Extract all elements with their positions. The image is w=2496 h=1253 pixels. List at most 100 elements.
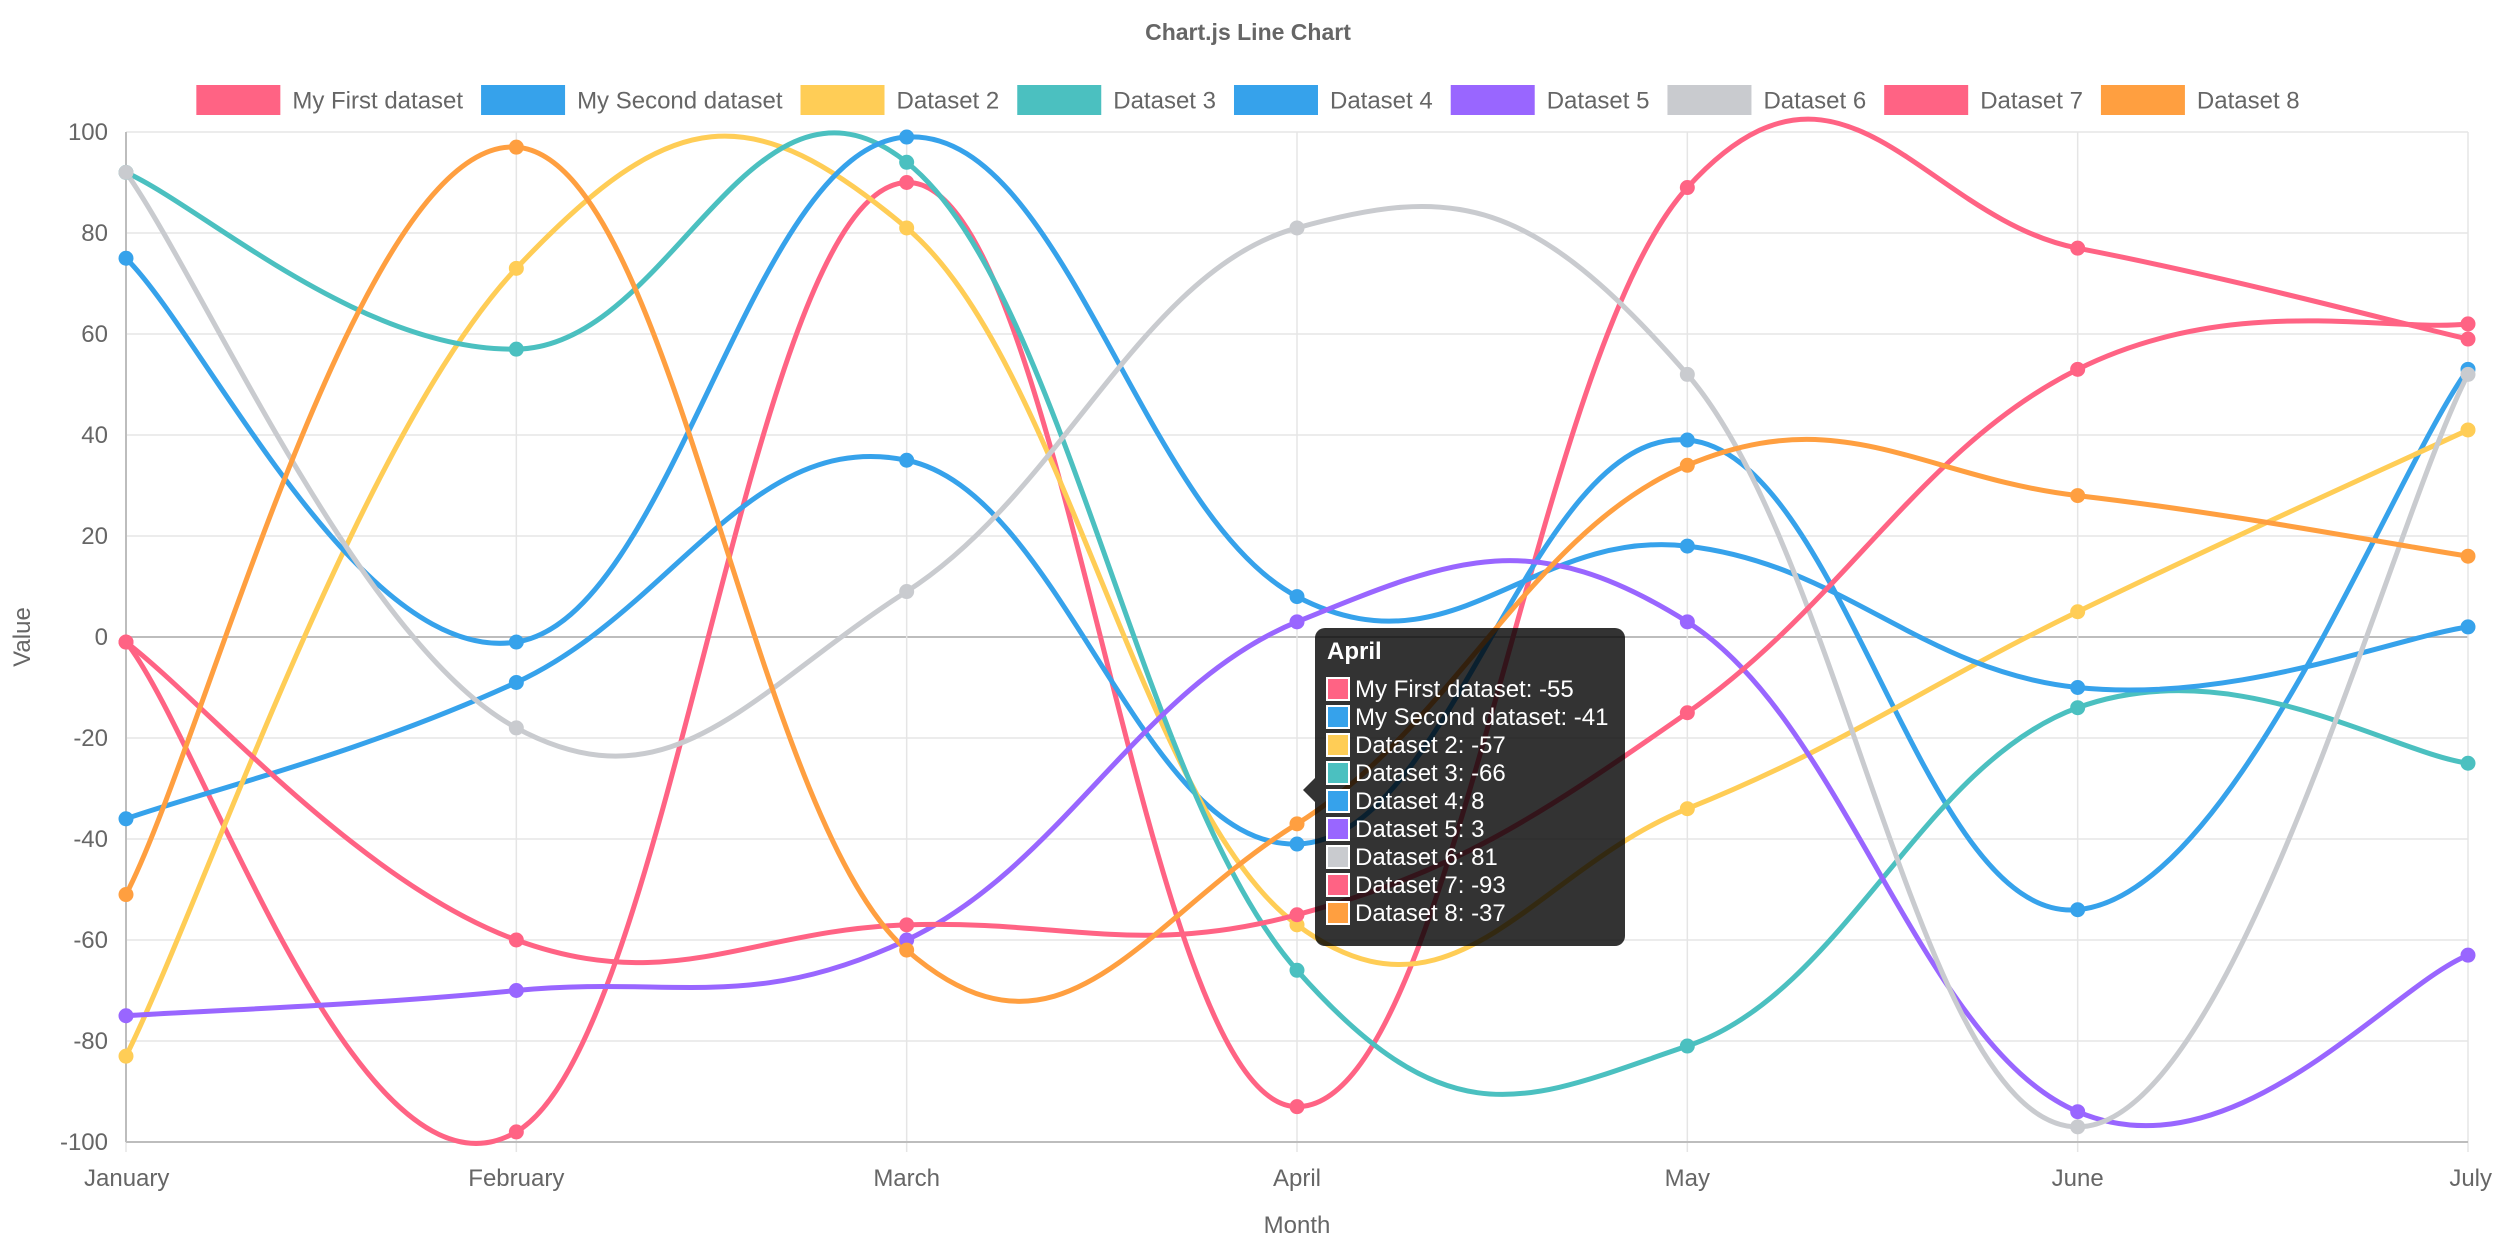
data-point[interactable]	[508, 720, 524, 736]
tooltip-caret	[1303, 778, 1315, 802]
data-point[interactable]	[1679, 1038, 1695, 1054]
data-point[interactable]	[118, 634, 134, 650]
data-point[interactable]	[2070, 488, 2086, 504]
tooltip-item: Dataset 7: -93	[1355, 872, 1506, 899]
data-point[interactable]	[118, 1008, 134, 1024]
data-point[interactable]	[1289, 614, 1305, 630]
tooltip-item: Dataset 8: -37	[1355, 900, 1506, 927]
data-point[interactable]	[1679, 457, 1695, 473]
y-tick-label: -80	[73, 1028, 108, 1055]
data-point[interactable]	[118, 250, 134, 266]
data-point[interactable]	[2460, 422, 2476, 438]
x-tick-label: January	[84, 1165, 169, 1192]
legend-item[interactable]: Dataset 8	[2100, 85, 2300, 115]
data-point[interactable]	[2460, 619, 2476, 635]
data-point[interactable]	[2070, 902, 2086, 918]
legend-item[interactable]: Dataset 7	[1884, 85, 2083, 115]
data-point[interactable]	[1289, 1099, 1305, 1115]
data-point[interactable]	[2460, 548, 2476, 564]
data-point[interactable]	[2070, 1119, 2086, 1135]
data-point[interactable]	[899, 917, 915, 933]
tooltip-swatch	[1326, 789, 1350, 813]
legend-swatch	[1450, 85, 1535, 115]
legend-swatch	[2100, 85, 2185, 115]
legend-swatch	[481, 85, 566, 115]
tooltip-background	[1315, 628, 1625, 946]
legend-item[interactable]: Dataset 6	[1667, 85, 1866, 115]
data-point[interactable]	[1289, 816, 1305, 832]
data-point[interactable]	[1289, 220, 1305, 236]
tooltip-title: April	[1327, 638, 1382, 665]
x-tick-label: March	[873, 1165, 940, 1192]
legend-label: Dataset 3	[1113, 87, 1216, 114]
legend-item[interactable]: Dataset 4	[1233, 85, 1433, 115]
data-point[interactable]	[899, 220, 915, 236]
data-point[interactable]	[508, 932, 524, 948]
data-point[interactable]	[1289, 589, 1305, 605]
legend-item[interactable]: Dataset 5	[1450, 85, 1650, 115]
data-point[interactable]	[508, 674, 524, 690]
data-point[interactable]	[2070, 240, 2086, 256]
data-point[interactable]	[2070, 680, 2086, 695]
data-point[interactable]	[508, 260, 524, 276]
legend-item[interactable]: Dataset 3	[1017, 85, 1216, 115]
data-point[interactable]	[1679, 432, 1695, 448]
tooltip-item: Dataset 6: 81	[1355, 844, 1498, 871]
data-point[interactable]	[2070, 361, 2086, 377]
data-point[interactable]	[899, 175, 915, 190]
legend-swatch	[800, 85, 885, 115]
data-point[interactable]	[899, 129, 915, 145]
y-tick-label: -100	[60, 1129, 108, 1156]
legend-item[interactable]: My Second dataset	[481, 85, 783, 115]
chart-title: Chart.js Line Chart	[1145, 19, 1351, 45]
data-point[interactable]	[2070, 700, 2086, 716]
legend-label: Dataset 7	[1980, 87, 2083, 114]
data-point[interactable]	[118, 1048, 134, 1064]
data-point[interactable]	[1289, 836, 1305, 852]
y-tick-label: -20	[73, 725, 108, 752]
data-point[interactable]	[2460, 316, 2476, 332]
data-point[interactable]	[508, 139, 524, 155]
data-point[interactable]	[1679, 614, 1695, 630]
data-point[interactable]	[2460, 947, 2476, 963]
data-point[interactable]	[508, 1124, 524, 1140]
data-point[interactable]	[2070, 604, 2086, 620]
y-tick-label: 100	[68, 119, 108, 146]
data-point[interactable]	[1289, 962, 1305, 978]
data-point[interactable]	[508, 341, 524, 357]
tooltip-swatch	[1326, 761, 1350, 785]
data-point[interactable]	[118, 811, 134, 827]
data-point[interactable]	[118, 887, 134, 903]
data-point[interactable]	[2070, 1104, 2086, 1120]
data-point[interactable]	[508, 634, 524, 650]
legend-item[interactable]: My First dataset	[196, 85, 463, 115]
x-tick-label: April	[1273, 1165, 1321, 1192]
data-point[interactable]	[1679, 538, 1695, 554]
data-point[interactable]	[1679, 705, 1695, 721]
data-point[interactable]	[899, 942, 915, 958]
data-point[interactable]	[1289, 907, 1305, 923]
data-point[interactable]	[1679, 801, 1695, 817]
data-point[interactable]	[2460, 755, 2476, 771]
y-tick-label: 20	[81, 523, 108, 550]
data-point[interactable]	[2460, 331, 2476, 347]
data-point[interactable]	[508, 983, 524, 998]
data-point[interactable]	[899, 154, 915, 170]
data-point[interactable]	[1679, 366, 1695, 382]
legend-swatch	[1233, 85, 1318, 115]
data-point[interactable]	[118, 164, 134, 180]
data-point[interactable]	[899, 584, 915, 600]
y-tick-label: 40	[81, 422, 108, 449]
data-point[interactable]	[899, 452, 915, 468]
legend-item[interactable]: Dataset 2	[800, 85, 1000, 115]
data-point[interactable]	[1679, 180, 1695, 196]
legend-label: Dataset 6	[1763, 87, 1866, 114]
series-points	[118, 129, 2476, 1140]
tooltip-item: Dataset 2: -57	[1355, 732, 1506, 759]
data-point[interactable]	[2460, 366, 2476, 382]
legend-swatch	[1884, 85, 1969, 115]
x-tick-label: June	[2052, 1165, 2104, 1192]
legend-label: Dataset 5	[1547, 87, 1650, 114]
